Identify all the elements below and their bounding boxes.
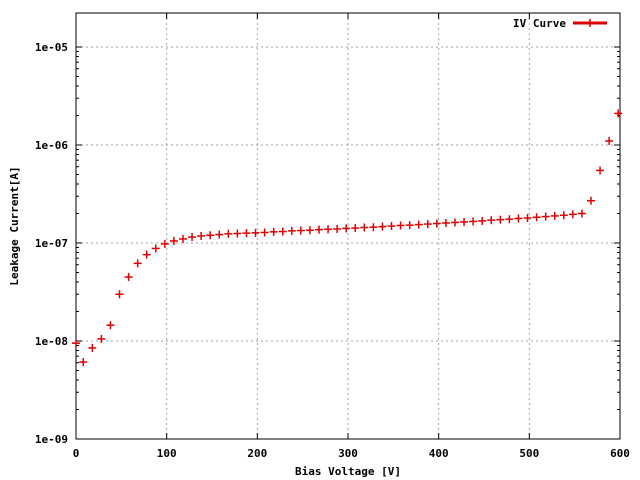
data-point	[396, 221, 405, 230]
data-point	[151, 244, 160, 253]
data-point	[460, 217, 469, 226]
data-point	[233, 229, 242, 238]
x-tick-label: 400	[429, 447, 449, 460]
data-point	[296, 226, 305, 235]
data-point	[124, 272, 133, 281]
data-point	[314, 225, 323, 234]
y-tick-label: 1e-09	[35, 433, 68, 446]
data-point	[97, 334, 106, 343]
x-tick-label: 300	[338, 447, 358, 460]
data-point	[514, 214, 523, 223]
data-point	[188, 233, 197, 242]
data-point	[178, 234, 187, 243]
x-tick-label: 500	[519, 447, 539, 460]
data-point	[369, 223, 378, 232]
data-point	[215, 230, 224, 239]
legend-label: IV Curve	[513, 17, 566, 30]
data-point	[614, 109, 623, 118]
y-tick-label: 1e-07	[35, 237, 68, 250]
data-point	[133, 259, 142, 268]
legend-swatch-marker	[586, 19, 594, 27]
data-point	[351, 224, 360, 233]
axis-ticks	[75, 13, 621, 440]
data-point	[550, 211, 559, 220]
data-point	[423, 220, 432, 229]
data-point	[360, 223, 369, 232]
data-point	[142, 250, 151, 259]
data-point	[260, 228, 269, 237]
x-tick-label: 100	[157, 447, 177, 460]
data-point	[278, 227, 287, 236]
x-tick-label: 0	[73, 447, 80, 460]
data-point	[441, 218, 450, 227]
data-point	[169, 236, 178, 245]
data-point	[197, 231, 206, 240]
data-point	[305, 226, 314, 235]
y-tick-label: 1e-08	[35, 335, 68, 348]
y-axis-label: Leakage Current[A]	[8, 166, 21, 285]
data-point	[106, 321, 115, 330]
data-point	[478, 216, 487, 225]
plot-area-border	[75, 12, 621, 440]
data-point	[115, 290, 124, 299]
data-point	[596, 166, 605, 175]
grid	[76, 13, 620, 439]
data-point	[586, 196, 595, 205]
data-point	[605, 136, 614, 145]
data-point	[559, 211, 568, 220]
data-point	[242, 229, 251, 238]
legend: IV Curve	[513, 17, 607, 30]
data-point	[405, 221, 414, 230]
x-axis-label: Bias Voltage [V]	[295, 465, 401, 478]
data-point	[432, 219, 441, 228]
data-point	[387, 222, 396, 231]
data-point	[378, 222, 387, 231]
data-point	[496, 215, 505, 224]
data-point	[342, 224, 351, 233]
data-point	[333, 224, 342, 233]
data-point	[88, 343, 97, 352]
data-point	[568, 210, 577, 219]
data-point	[287, 226, 296, 235]
data-point	[541, 212, 550, 221]
data-point	[206, 231, 215, 240]
data-point	[523, 213, 532, 222]
data-point	[72, 339, 80, 348]
data-point	[224, 229, 233, 238]
data-point	[505, 215, 514, 224]
data-point	[324, 225, 333, 234]
data-point	[577, 209, 586, 218]
data-points	[72, 109, 623, 367]
y-axis-tick-labels: 1e-09 1e-08 1e-07 1e-06 1e-05	[35, 41, 68, 446]
x-tick-label: 200	[247, 447, 267, 460]
data-point	[487, 216, 496, 225]
x-tick-label: 600	[610, 447, 630, 460]
data-point	[469, 217, 478, 226]
y-tick-label: 1e-05	[35, 41, 68, 54]
data-point	[450, 218, 459, 227]
data-point	[251, 228, 260, 237]
y-tick-label: 1e-06	[35, 139, 68, 152]
data-point	[79, 358, 88, 367]
data-point	[414, 220, 423, 229]
data-point	[532, 213, 541, 222]
data-point	[269, 227, 278, 236]
x-axis-tick-labels: 0 100 200 300 400 500 600	[73, 447, 630, 460]
data-point	[160, 239, 169, 248]
